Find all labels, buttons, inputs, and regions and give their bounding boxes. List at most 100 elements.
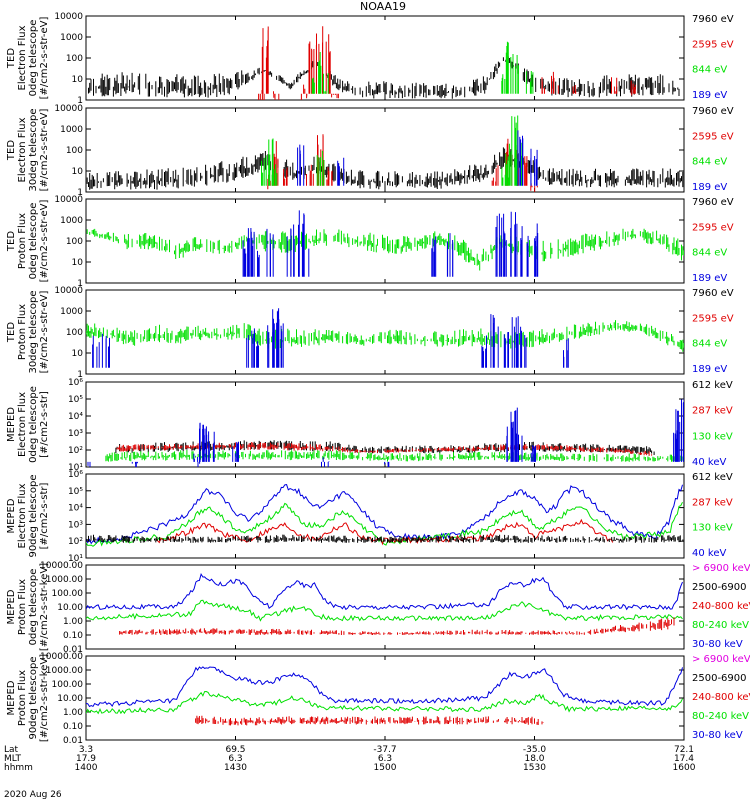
legend-entry: 287 keV [692, 497, 733, 508]
legend-entry: 240-800 keV [692, 601, 750, 612]
y-axis-label: Proton Flux [17, 579, 28, 635]
series-189-ev [242, 210, 539, 277]
y-axis-label: MEPED [6, 680, 17, 715]
date-label: 2020 Aug 26 [4, 790, 62, 800]
y-tick-label: 10⁴ [68, 504, 83, 514]
y-axis-label: TED [6, 322, 17, 343]
chart-panel-8: 0.01 0.10 1.00 10.00 100.00 1000.00 10000.00 ME… [6, 652, 750, 746]
y-tick-label: 10⁶ [68, 378, 83, 388]
y-axis-label: MEPED [6, 589, 17, 624]
y-tick-label: 10000 [54, 104, 83, 114]
y-tick-label: 100 [66, 328, 83, 338]
legend-entry: 80-240 keV [692, 711, 749, 722]
series-844-ev [311, 41, 534, 94]
x-tick-label-hhmm: 1400 [75, 763, 98, 773]
y-tick-label: 10000 [54, 12, 83, 22]
panel-frame [85, 655, 685, 741]
y-tick-label: 0.10 [63, 631, 83, 641]
y-tick-label: 1.00 [63, 708, 83, 718]
y-axis-label: 90deg telescope [28, 656, 39, 739]
series-189-ev [92, 308, 569, 368]
y-tick-label: 10.00 [57, 603, 83, 613]
legend-entry: 7960 eV [692, 106, 734, 117]
series-7960-ev [86, 147, 684, 190]
y-axis-label: [#/cm2-s-str-eV] [39, 200, 50, 283]
y-axis-label: [#/cm2-s-str] [39, 391, 50, 458]
x-tick-label-mlt: 6.3 [378, 754, 392, 764]
legend-entry: 30-80 keV [692, 639, 743, 650]
y-tick-label: 100 [66, 237, 83, 247]
x-axis-row-label: MLT [4, 754, 22, 764]
y-tick-label: 1000 [60, 216, 83, 226]
y-tick-label: 100 [66, 146, 83, 156]
y-tick-label: 10000.00 [40, 561, 83, 571]
x-tick-label-hhmm: 1500 [374, 763, 397, 773]
y-tick-label: 10² [68, 537, 83, 547]
y-axis-label: 0deg telescope [28, 20, 39, 97]
series-240-800-kev [119, 617, 675, 635]
legend-entry: 844 eV [692, 157, 727, 168]
y-tick-label: 1 [77, 279, 83, 289]
series-844-ev [86, 228, 684, 271]
chart-panel-3: 1 10 100 1000 10000 TED Proton Flux 0deg telesc… [6, 195, 734, 289]
series-287-kev [116, 442, 653, 456]
series-240-800-kev [195, 715, 544, 726]
series-80-240-kev [86, 690, 683, 715]
y-tick-label: 10² [68, 446, 83, 456]
y-tick-label: 100 [66, 54, 83, 64]
y-axis-label: 0deg telescope [28, 569, 39, 646]
y-tick-label: 0.01 [63, 645, 83, 655]
y-axis-label: TED [6, 231, 17, 252]
legend-entry: 240-800 keV [692, 692, 750, 703]
y-tick-label: 10¹ [68, 463, 83, 473]
y-tick-label: 1000 [60, 307, 83, 317]
y-axis-label: [#/cm2-s-str-keV] [39, 563, 50, 651]
legend-entry: 7960 eV [692, 288, 734, 299]
y-axis-label: Electron Flux [17, 483, 28, 548]
y-tick-label: 10000 [54, 195, 83, 205]
y-axis-label: [#/cm2-s-str-eV] [39, 17, 50, 100]
legend-entry: > 6900 keV [692, 654, 750, 665]
y-tick-label: 10³ [68, 429, 83, 439]
y-tick-label: 1.00 [63, 617, 83, 627]
x-tick-label-mlt: 18.0 [524, 754, 544, 764]
legend-entry: 2500-6900 [692, 582, 747, 593]
y-axis-label: MEPED [6, 498, 17, 533]
series-844-ev [261, 115, 523, 186]
x-tick-label-mlt: 6.3 [228, 754, 242, 764]
series-130-kev [105, 450, 684, 462]
chart-panel-4: 1 10 100 1000 10000 TED Proton Flux 30deg teles… [6, 286, 734, 380]
legend-entry: 7960 eV [692, 197, 734, 208]
legend-entry: 844 eV [692, 339, 727, 350]
y-tick-label: 0.01 [63, 736, 83, 746]
legend-entry: 2500-6900 [692, 673, 747, 684]
y-axis-label: [#/cm2-s-str-eV] [39, 291, 50, 374]
series-844-ev [86, 320, 684, 352]
legend-entry: 612 keV [692, 472, 733, 483]
legend-entry: 30-80 keV [692, 730, 743, 741]
legend-entry: 844 eV [692, 65, 727, 76]
y-tick-label: 10.00 [57, 694, 83, 704]
legend-entry: 40 keV [692, 457, 726, 468]
legend-entry: 7960 eV [692, 14, 734, 25]
x-tick-label-lat: -37.7 [373, 745, 396, 755]
y-tick-label: 1000 [60, 33, 83, 43]
y-tick-label: 1000.00 [46, 666, 83, 676]
y-tick-label: 10⁵ [68, 395, 83, 405]
x-tick-label-mlt: 17.4 [674, 754, 694, 764]
legend-entry: 287 keV [692, 406, 733, 417]
chart-panel-5: 10¹ 10² 10³ 10⁴ 10⁵ 10⁶ MEPED Electron Flux 0deg… [6, 378, 733, 473]
y-axis-label: [#/cm2-s-str] [39, 482, 50, 549]
y-tick-label: 10¹ [68, 554, 83, 564]
y-tick-label: 10⁶ [68, 470, 83, 480]
y-axis-label: 30deg telescope [28, 108, 39, 191]
y-axis-label: TED [6, 48, 17, 69]
y-tick-label: 1 [77, 96, 83, 106]
series-189-ev [297, 130, 538, 186]
y-axis-label: Electron Flux [17, 117, 28, 182]
y-tick-label: 10000 [54, 286, 83, 296]
legend-entry: 189 eV [692, 182, 727, 193]
